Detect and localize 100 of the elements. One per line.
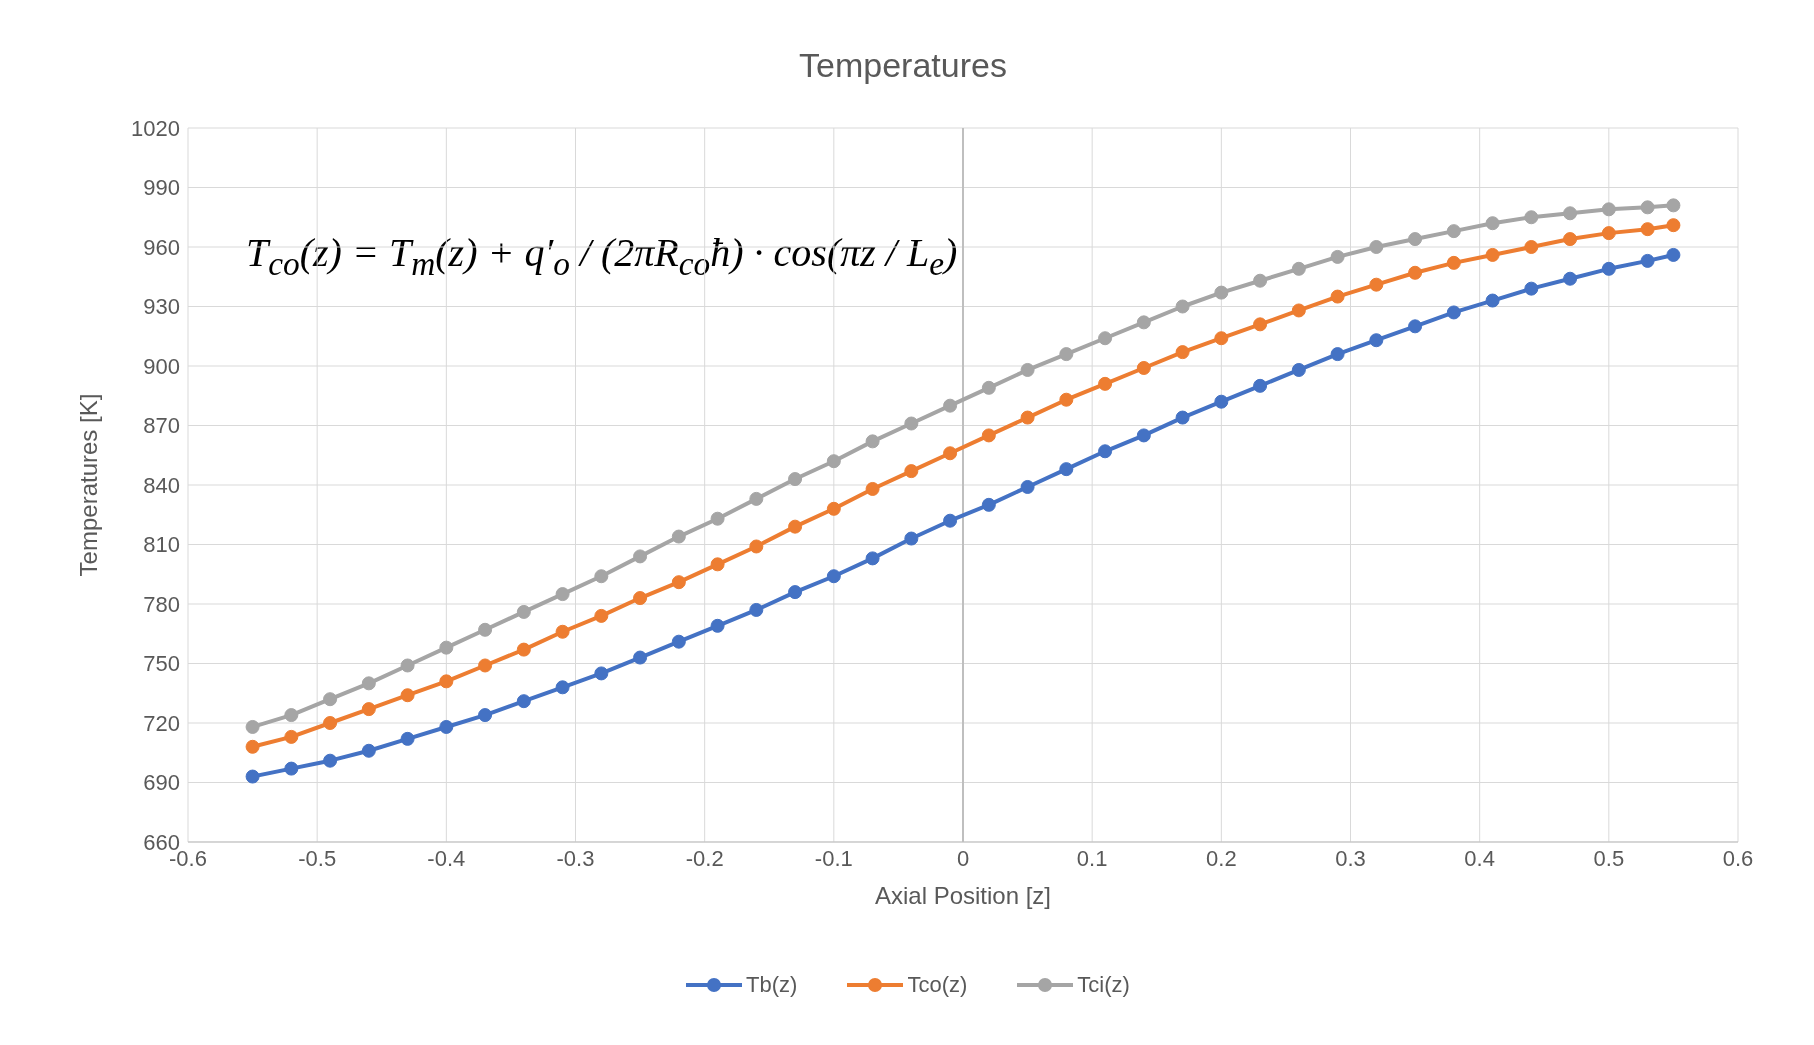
point xyxy=(1369,333,1384,348)
y-tick-label: 900 xyxy=(143,353,180,379)
y-tick-label: 810 xyxy=(143,532,180,558)
point xyxy=(1524,210,1539,225)
point xyxy=(284,729,299,744)
point xyxy=(1666,218,1681,233)
point xyxy=(1136,360,1151,375)
point xyxy=(1330,347,1345,362)
point xyxy=(284,761,299,776)
point xyxy=(1601,261,1616,276)
point xyxy=(710,511,725,526)
point xyxy=(1214,331,1229,346)
point xyxy=(1098,376,1113,391)
point xyxy=(1136,428,1151,443)
y-tick-label: 870 xyxy=(143,413,180,439)
point xyxy=(594,569,609,584)
y-tick-label: 1020 xyxy=(131,115,180,141)
point xyxy=(323,692,338,707)
point xyxy=(1666,247,1681,262)
x-tick-label: -0.2 xyxy=(685,845,724,871)
point xyxy=(788,585,803,600)
point xyxy=(710,557,725,572)
point xyxy=(865,434,880,449)
point xyxy=(1330,289,1345,304)
point xyxy=(555,680,570,695)
point xyxy=(245,769,260,784)
point xyxy=(1020,362,1035,377)
point xyxy=(1369,240,1384,254)
y-axis-title: Temperatures [K] xyxy=(74,393,102,577)
point xyxy=(594,608,609,623)
point xyxy=(1640,222,1655,237)
point xyxy=(1291,362,1306,377)
point xyxy=(788,519,803,534)
point xyxy=(1214,285,1229,300)
point xyxy=(1408,319,1423,334)
point xyxy=(749,602,764,617)
point xyxy=(439,719,454,734)
point xyxy=(1291,261,1306,276)
x-tick-label: 0 xyxy=(956,845,970,871)
point xyxy=(826,501,841,516)
point xyxy=(943,398,958,413)
point xyxy=(749,491,764,506)
point xyxy=(1369,277,1384,292)
point xyxy=(439,674,454,689)
y-tick-label: 780 xyxy=(143,591,180,617)
point xyxy=(943,513,958,528)
y-tick-label: 690 xyxy=(143,770,180,796)
x-tick-label: 0.4 xyxy=(1464,845,1495,871)
x-tick-label: 0.1 xyxy=(1076,845,1108,871)
point xyxy=(904,531,919,546)
point xyxy=(1059,347,1074,362)
point xyxy=(361,743,376,758)
point xyxy=(284,708,299,723)
point xyxy=(516,642,531,657)
x-tick-label: -0.4 xyxy=(427,845,466,871)
point xyxy=(1640,200,1655,215)
y-tick-label: 930 xyxy=(143,294,180,320)
point xyxy=(633,549,648,564)
point xyxy=(671,634,686,649)
point xyxy=(981,497,996,512)
point xyxy=(323,716,338,730)
y-tick-label: 960 xyxy=(143,234,180,260)
point xyxy=(1601,202,1616,217)
point xyxy=(400,731,415,746)
point xyxy=(478,708,493,723)
point xyxy=(1020,479,1035,494)
point xyxy=(981,428,996,443)
x-tick-label: 0.2 xyxy=(1206,845,1237,871)
point xyxy=(594,666,609,681)
point xyxy=(1214,394,1229,409)
point xyxy=(633,591,648,606)
point xyxy=(1136,315,1151,330)
point xyxy=(1253,378,1268,393)
point xyxy=(516,694,531,709)
point xyxy=(1253,273,1268,288)
point xyxy=(245,739,260,754)
point xyxy=(1175,345,1190,360)
point xyxy=(516,604,531,619)
point xyxy=(1485,216,1500,231)
point xyxy=(865,481,880,496)
point xyxy=(439,640,454,655)
x-tick-label: 0.6 xyxy=(1722,845,1754,871)
point xyxy=(555,624,570,639)
point xyxy=(943,446,958,461)
point xyxy=(1601,226,1616,241)
point xyxy=(981,380,996,395)
point xyxy=(1563,232,1578,247)
point xyxy=(1020,410,1035,425)
point xyxy=(478,622,493,637)
y-tick-label: 990 xyxy=(143,175,180,201)
x-axis-title: Axial Position [z] xyxy=(874,882,1052,910)
point xyxy=(400,688,415,703)
x-tick-label: 0.3 xyxy=(1335,845,1366,871)
x-tick-label: 0.5 xyxy=(1593,845,1625,871)
point xyxy=(671,575,686,590)
point xyxy=(1253,317,1268,332)
point xyxy=(400,658,415,673)
point xyxy=(1059,462,1074,477)
legend-label: Tb(z) xyxy=(745,972,798,998)
point xyxy=(245,719,260,734)
